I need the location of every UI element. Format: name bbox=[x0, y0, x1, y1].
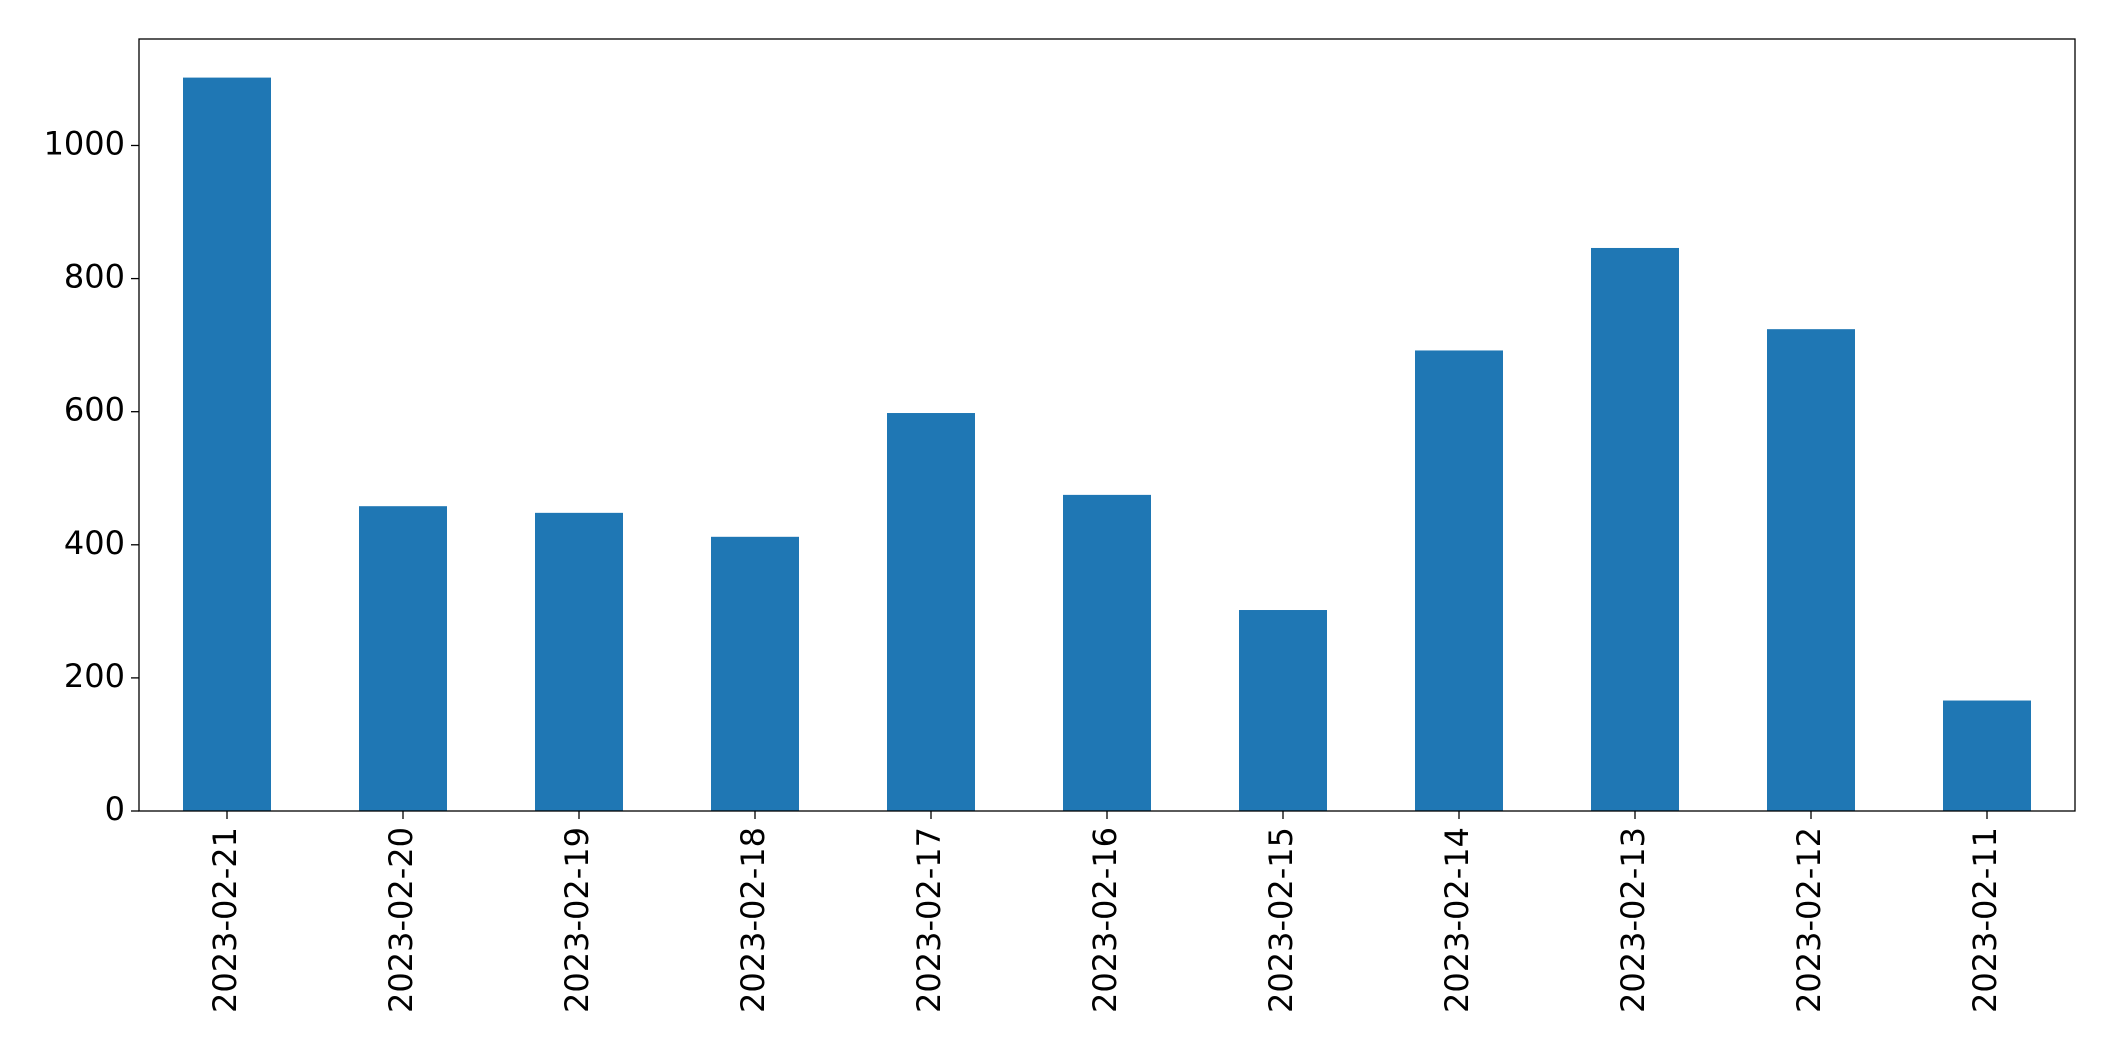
x-tick-label: 2023-02-16 bbox=[1086, 827, 1124, 1013]
x-tick-label: 2023-02-17 bbox=[910, 827, 948, 1013]
bar bbox=[359, 506, 447, 811]
bar bbox=[535, 512, 623, 811]
y-tick-label: 800 bbox=[64, 258, 125, 296]
y-tick-label: 1000 bbox=[44, 124, 125, 162]
bar bbox=[183, 77, 271, 812]
x-tick-label: 2023-02-15 bbox=[1262, 827, 1300, 1013]
x-tick-label: 2023-02-12 bbox=[1790, 827, 1828, 1013]
bar bbox=[711, 536, 799, 811]
axes-frame bbox=[138, 38, 2076, 812]
bar bbox=[1591, 247, 1679, 811]
x-tick-label: 2023-02-13 bbox=[1614, 827, 1652, 1013]
bar bbox=[1767, 329, 1855, 811]
bar bbox=[1063, 494, 1151, 811]
x-tick-label: 2023-02-14 bbox=[1438, 827, 1476, 1013]
bar bbox=[887, 413, 975, 811]
x-tick-label: 2023-02-19 bbox=[558, 827, 596, 1013]
x-tick-label: 2023-02-20 bbox=[382, 827, 420, 1013]
x-tick-label: 2023-02-18 bbox=[734, 827, 772, 1013]
x-tick-label: 2023-02-11 bbox=[1966, 827, 2004, 1013]
y-tick-label: 600 bbox=[64, 391, 125, 429]
y-tick-label: 0 bbox=[105, 790, 125, 828]
bar bbox=[1943, 700, 2031, 811]
x-tick-label: 2023-02-21 bbox=[206, 827, 244, 1013]
y-tick-label: 400 bbox=[64, 524, 125, 562]
y-tick-label: 200 bbox=[64, 657, 125, 695]
bar bbox=[1415, 350, 1503, 811]
bar bbox=[1239, 610, 1327, 811]
